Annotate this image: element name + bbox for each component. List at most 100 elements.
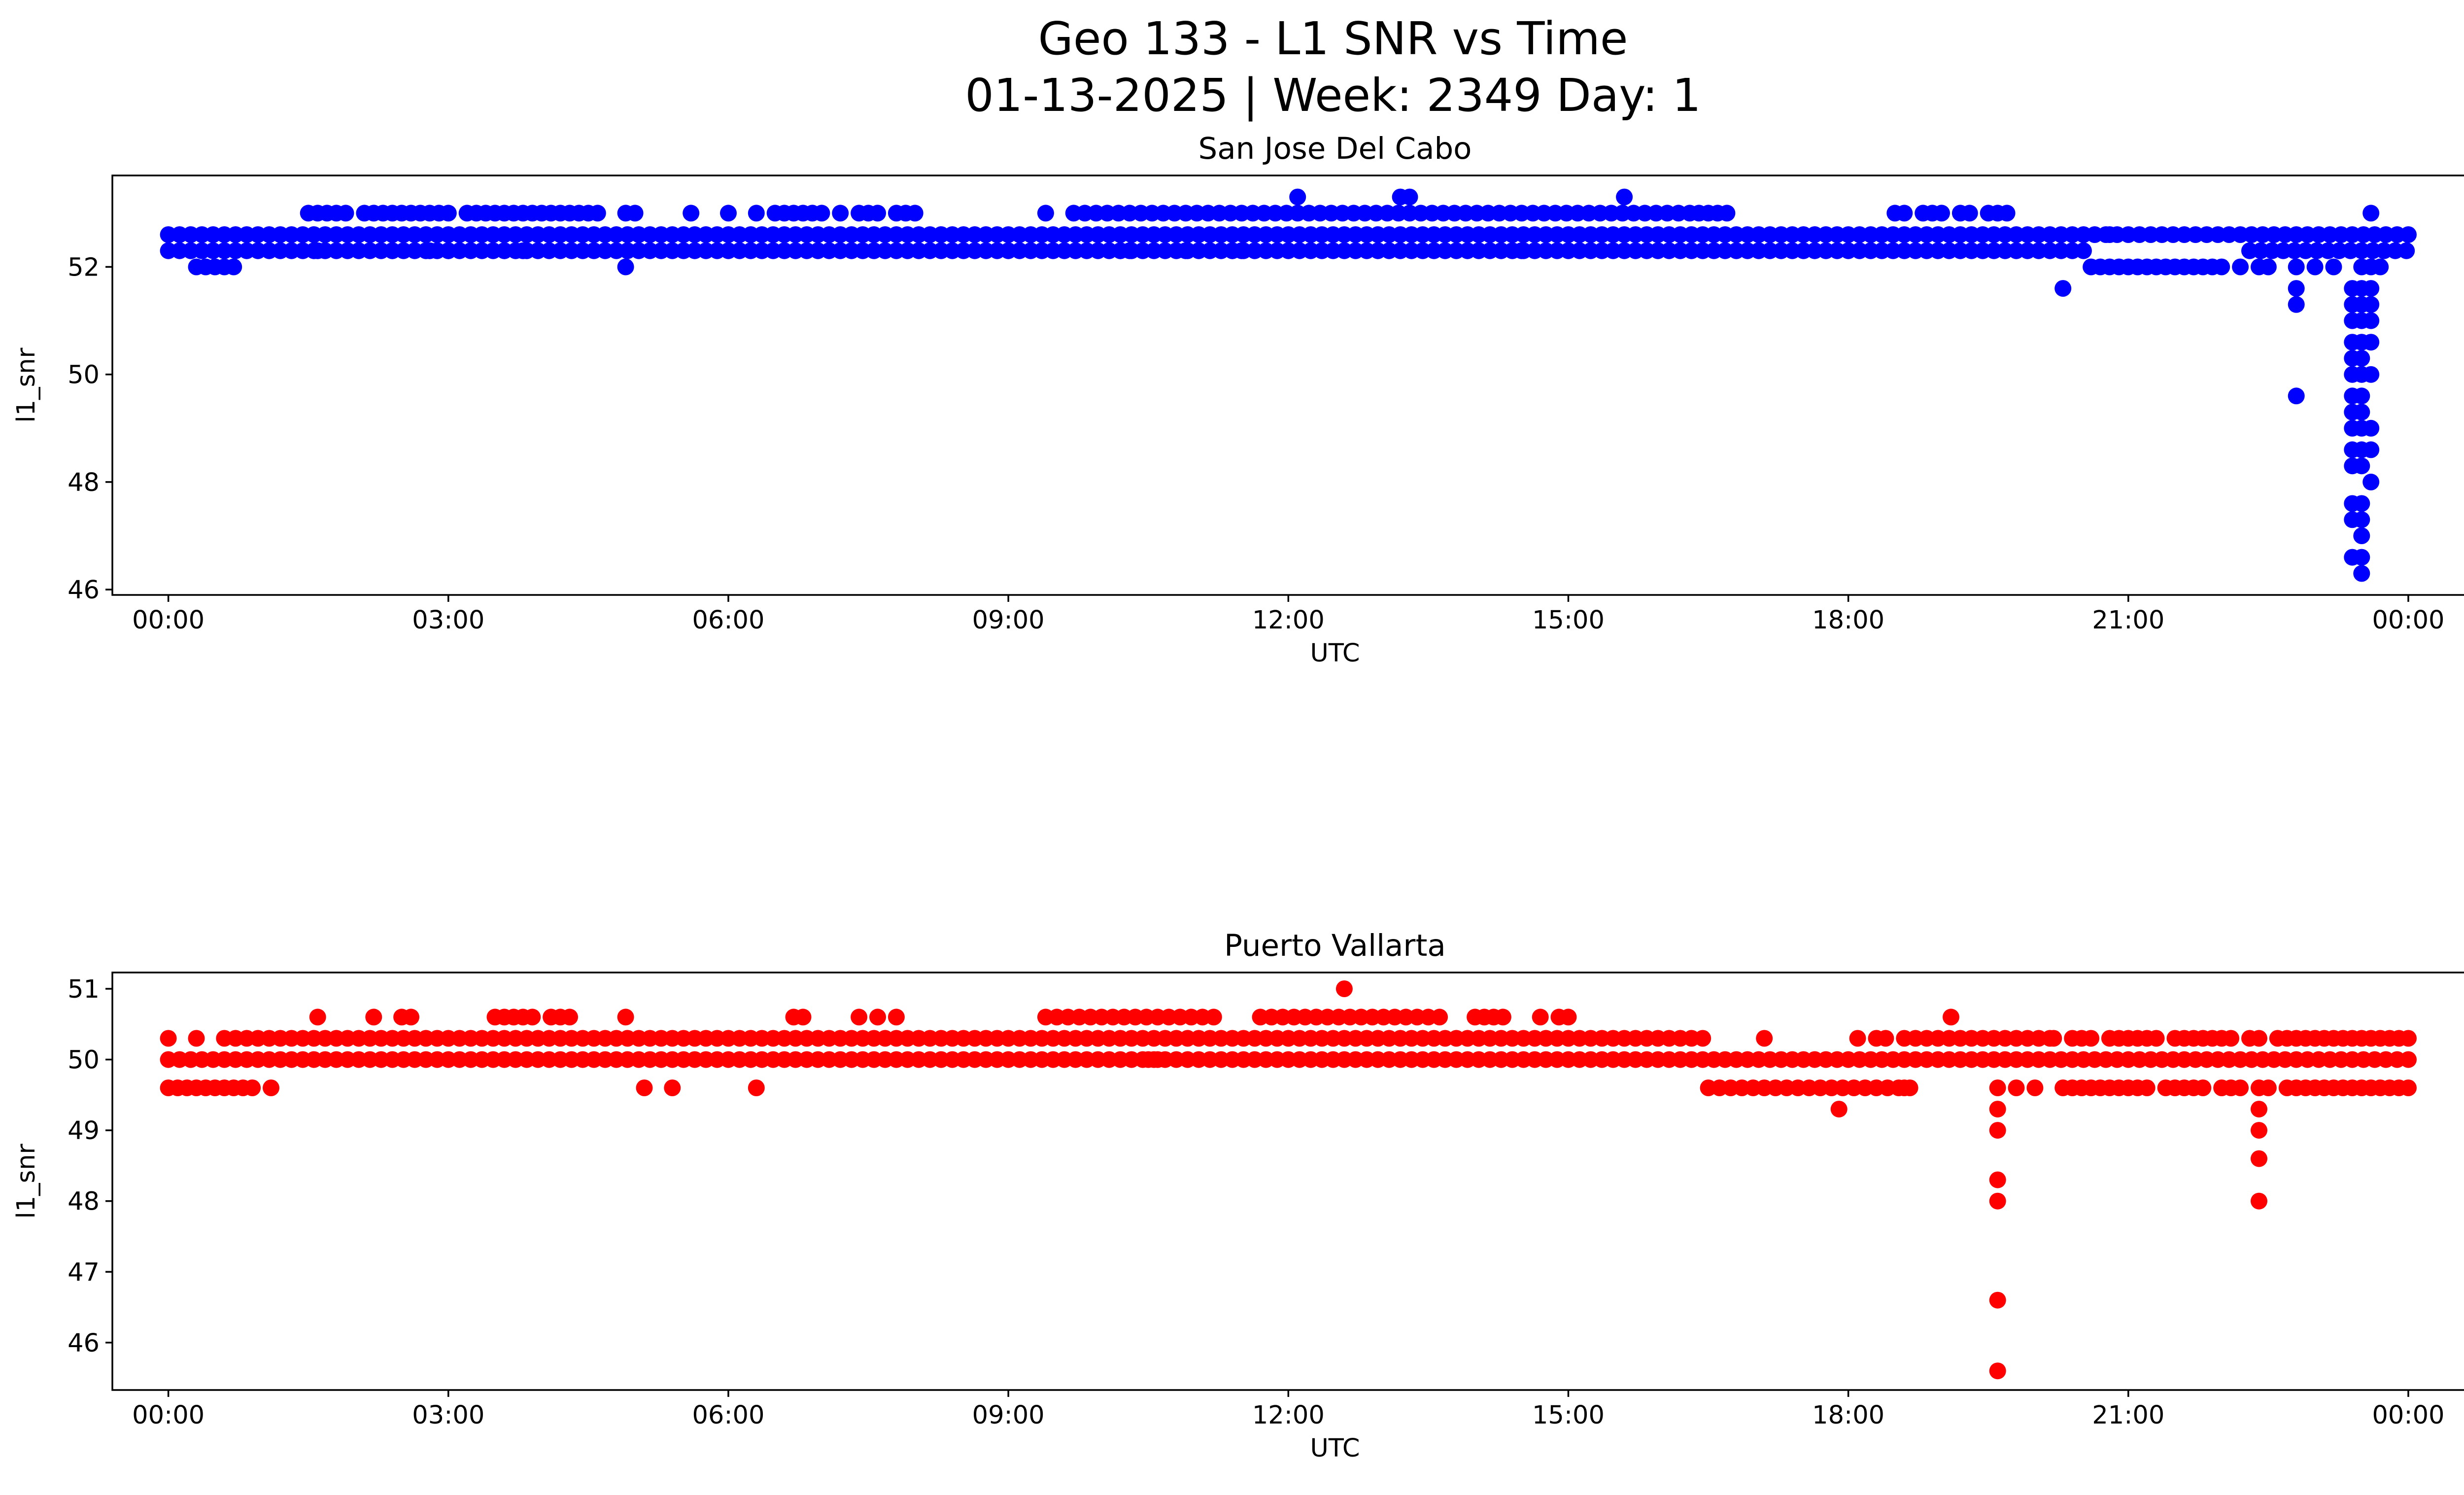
puerto-vallarta-subplot-title: Puerto Vallarta [1224,928,1446,963]
puerto-vallarta-y-axis-label: l1_snr [12,1144,41,1218]
puerto-vallarta-data-point [1877,1030,1894,1047]
san-jose-del-cabo-data-point [1233,242,1250,259]
puerto-vallarta-data-point [1494,1008,1511,1026]
san-jose-del-cabo-subplot-title: San Jose Del Cabo [1198,131,1472,166]
san-jose-del-cabo-data-point [337,205,354,222]
san-jose-del-cabo-data-point [1998,205,2016,222]
san-jose-del-cabo-x-tick-label: 00:00 [2372,606,2444,635]
puerto-vallarta-data-point [263,1079,279,1096]
puerto-vallarta-data-point [1989,1291,2006,1309]
san-jose-del-cabo-data-point [1121,242,1138,259]
puerto-vallarta-data-point [1431,1008,1448,1026]
san-jose-del-cabo-data-point [2362,296,2380,313]
san-jose-del-cabo-data-point [2353,527,2370,544]
san-jose-del-cabo-data-point [384,242,401,259]
san-jose-del-cabo-data-point [440,242,457,259]
san-jose-del-cabo-y-axis-label: l1_snr [12,348,41,422]
puerto-vallarta-x-tick-label: 00:00 [132,1401,205,1430]
san-jose-del-cabo-x-tick-label: 06:00 [692,606,764,635]
san-jose-del-cabo-data-point [869,205,886,222]
san-jose-del-cabo-data-point [2213,258,2230,276]
san-jose-del-cabo-data-point [2353,349,2370,367]
san-jose-del-cabo-data-point [813,205,830,222]
san-jose-del-cabo-data-point [2306,258,2324,276]
san-jose-del-cabo-data-point [2232,258,2249,276]
puerto-vallarta-data-point [1560,1008,1577,1026]
puerto-vallarta-data-point [309,1008,326,1026]
san-jose-del-cabo-data-point [906,205,924,222]
san-jose-del-cabo-data-point [2325,258,2342,276]
puerto-vallarta-y-tick-label: 48 [68,1187,100,1217]
san-jose-del-cabo-x-tick-label: 00:00 [132,606,205,635]
san-jose-del-cabo-data-point [2288,280,2305,297]
san-jose-del-cabo-data-point [2353,495,2370,512]
puerto-vallarta-data-point [617,1008,634,1026]
puerto-vallarta-data-point [2259,1079,2277,1096]
puerto-vallarta-data-point [561,1008,578,1026]
san-jose-del-cabo-x-tick-label: 12:00 [1252,606,1325,635]
puerto-vallarta-y-tick-label: 47 [68,1258,100,1287]
san-jose-del-cabo-x-tick-label: 03:00 [412,606,484,635]
san-jose-del-cabo-data-point [1896,205,1913,222]
puerto-vallarta-data-point [365,1008,382,1026]
san-jose-del-cabo-data-point [225,258,242,276]
san-jose-del-cabo-data-point [2362,441,2380,458]
puerto-vallarta-data-point [1149,1051,1166,1068]
san-jose-del-cabo-data-point [2101,226,2118,243]
san-jose-del-cabo-data-point [2398,242,2415,259]
puerto-vallarta-data-point [188,1030,205,1047]
san-jose-del-cabo-data-point [2353,549,2370,566]
san-jose-del-cabo-data-point [720,205,737,222]
san-jose-del-cabo-y-tick-label: 50 [68,361,100,390]
san-jose-del-cabo-data-point [2362,205,2380,222]
san-jose-del-cabo-data-point [1933,205,1950,222]
san-jose-del-cabo-data-point [2400,226,2417,243]
puerto-vallarta-data-point [2251,1150,2267,1167]
san-jose-del-cabo-x-axis-label: UTC [1310,639,1360,668]
puerto-vallarta-data-point [1756,1030,1773,1047]
puerto-vallarta-y-tick-label: 49 [68,1116,100,1146]
puerto-vallarta-x-tick-label: 00:00 [2372,1401,2444,1430]
puerto-vallarta-data-point [664,1079,681,1096]
san-jose-del-cabo-data-point [2362,258,2380,276]
puerto-vallarta-data-point [869,1008,886,1026]
san-jose-del-cabo-data-point [1401,188,1418,206]
puerto-vallarta-data-point [2223,1030,2240,1047]
puerto-vallarta-data-point [2232,1079,2249,1096]
san-jose-del-cabo-x-tick-label: 21:00 [2092,606,2164,635]
san-jose-del-cabo-data-point [1289,188,1306,206]
san-jose-del-cabo-data-point [2362,419,2380,437]
puerto-vallarta-x-tick-label: 09:00 [972,1401,1045,1430]
san-jose-del-cabo-data-point [496,242,513,259]
san-jose-del-cabo-data-point [2288,296,2305,313]
san-jose-del-cabo-y-tick-label: 52 [68,253,100,282]
puerto-vallarta-data-point [1989,1122,2006,1139]
san-jose-del-cabo-data-point [440,205,457,222]
san-jose-del-cabo-data-point [2288,387,2305,405]
puerto-vallarta-x-tick-label: 21:00 [2092,1401,2164,1430]
figure-title-line-2: 01-13-2025 | Week: 2349 Day: 1 [965,69,1701,122]
puerto-vallarta-data-point [1694,1030,1711,1047]
puerto-vallarta-data-point [403,1008,419,1026]
puerto-vallarta-data-point [1896,1079,1913,1096]
puerto-vallarta-axes-frame [111,972,2464,1391]
san-jose-del-cabo-panel: San Jose Del Cabo 00:00 03:00 06:00 09:00 12:… [12,131,2464,668]
san-jose-del-cabo-data-point [626,205,644,222]
puerto-vallarta-data-point [636,1079,653,1096]
puerto-vallarta-data-point [2026,1079,2044,1096]
san-jose-del-cabo-data-point [514,242,532,259]
san-jose-del-cabo-data-point [832,205,849,222]
san-jose-del-cabo-data-point [589,205,606,222]
san-jose-del-cabo-data-point [2054,280,2072,297]
san-jose-del-cabo-data-point [683,205,700,222]
puerto-vallarta-data-point [1989,1192,2006,1210]
san-jose-del-cabo-data-point [2353,565,2370,582]
puerto-vallarta-data-point [244,1079,261,1096]
puerto-vallarta-data-point [2400,1079,2417,1096]
san-jose-del-cabo-y-tick-label: 48 [68,468,100,497]
puerto-vallarta-x-tick-label: 06:00 [692,1401,764,1430]
puerto-vallarta-data-point [2251,1192,2267,1210]
san-jose-del-cabo-data-point [2353,387,2370,405]
puerto-vallarta-data-point [2008,1079,2025,1096]
san-jose-del-cabo-data-point [1961,205,1978,222]
